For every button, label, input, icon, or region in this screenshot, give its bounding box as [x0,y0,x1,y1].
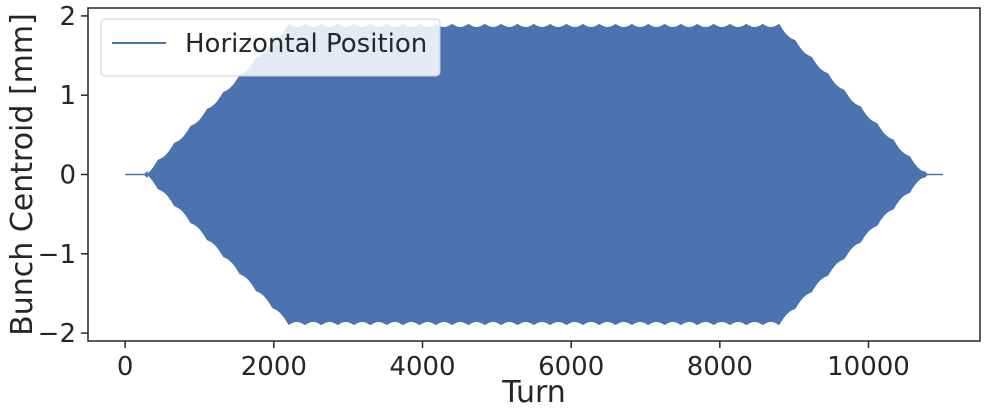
y-axis-title: Bunch Centroid [mm] [5,13,40,336]
y-tick-label: 1 [59,81,76,111]
x-tick-label: 8000 [687,352,753,382]
x-tick-label: 0 [117,352,134,382]
legend: Horizontal Position [100,18,441,77]
x-axis: 0 2000 4000 6000 8000 10000 [117,341,910,382]
y-tick-label: −2 [38,319,76,349]
plot-area [125,23,943,326]
series-horizontal-position-envelope-fill [125,23,943,326]
x-tick-label: 10000 [827,352,910,382]
y-axis: −2 −1 0 1 2 [38,2,88,349]
legend-label: Horizontal Position [185,29,427,59]
x-tick-label: 2000 [241,352,307,382]
y-tick-label: 0 [59,161,76,191]
y-tick-label: −1 [38,240,76,270]
legend-box [100,18,441,77]
x-tick-label: 4000 [389,352,455,382]
y-tick-label: 2 [59,2,76,32]
x-axis-title: Turn [501,375,566,410]
x-tick-label: 6000 [538,352,604,382]
